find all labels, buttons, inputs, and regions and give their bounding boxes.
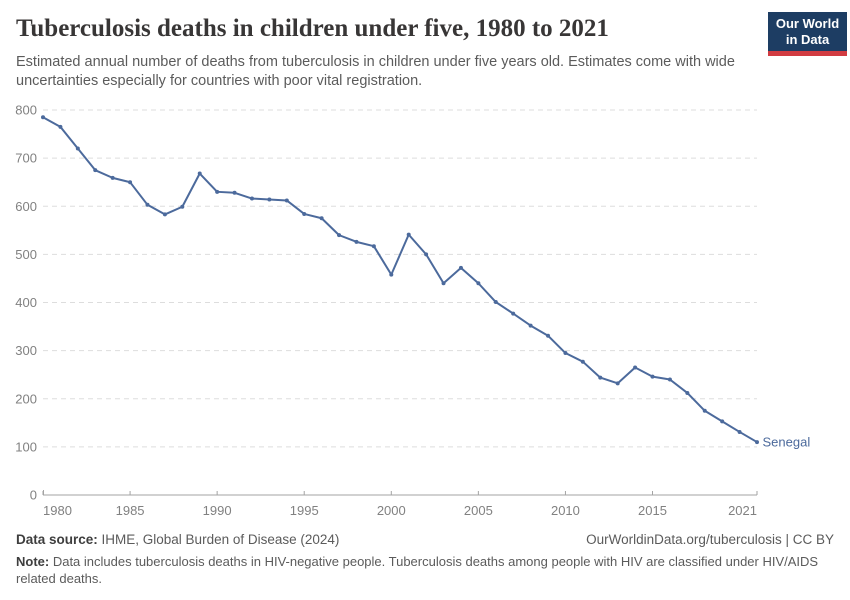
data-point: [720, 419, 725, 424]
data-point: [180, 204, 185, 209]
x-tick-label: 1995: [290, 503, 319, 518]
x-tick-label: 1985: [116, 503, 145, 518]
x-tick-label: 2005: [464, 503, 493, 518]
footer-note-label: Note:: [16, 554, 50, 569]
owid-logo-line1: Our World: [775, 16, 840, 31]
data-point: [511, 311, 516, 316]
data-point: [546, 333, 551, 338]
data-point: [755, 440, 759, 445]
data-point: [702, 408, 707, 413]
data-source-text: IHME, Global Burden of Disease (2024): [97, 532, 340, 547]
data-point: [337, 233, 342, 238]
data-point: [389, 272, 394, 277]
y-tick-label: 500: [15, 247, 37, 262]
data-point: [441, 281, 446, 286]
page-title: Tuberculosis deaths in children under fi…: [16, 15, 609, 42]
data-point: [528, 323, 533, 328]
data-point: [93, 168, 98, 173]
chart-subtitle: Estimated annual number of deaths from t…: [16, 54, 735, 89]
y-tick-label: 100: [15, 439, 37, 454]
y-tick-label: 600: [15, 199, 37, 214]
data-point: [354, 239, 359, 244]
data-point: [110, 175, 115, 180]
footer-row: Data source: IHME, Global Burden of Dise…: [16, 532, 834, 547]
data-point: [145, 202, 150, 207]
data-point: [476, 281, 481, 286]
data-point: [685, 390, 690, 395]
footer-note: Note: Data includes tuberculosis deaths …: [16, 553, 821, 587]
data-point: [215, 189, 220, 194]
data-point: [128, 180, 133, 185]
data-point: [58, 124, 63, 129]
x-tick-label: 1990: [203, 503, 232, 518]
data-point: [580, 359, 585, 364]
owid-logo-line2: in Data: [785, 32, 830, 47]
x-tick-label: 2000: [377, 503, 406, 518]
data-point: [737, 429, 742, 434]
data-point: [633, 365, 638, 370]
y-tick-label: 200: [15, 391, 37, 406]
y-tick-label: 0: [30, 488, 37, 503]
data-point: [284, 198, 289, 203]
data-point: [232, 190, 237, 195]
data-point: [424, 252, 429, 257]
data-point: [667, 377, 672, 382]
data-point: [371, 244, 376, 249]
owid-logo-text: Our World in Data: [768, 12, 847, 51]
entity-label: Senegal: [763, 435, 811, 450]
y-tick-label: 700: [15, 151, 37, 166]
data-point: [650, 374, 655, 379]
y-tick-label: 800: [15, 103, 37, 118]
data-point: [162, 212, 167, 217]
data-point: [406, 232, 411, 237]
data-point: [598, 375, 603, 380]
data-source: Data source: IHME, Global Burden of Dise…: [16, 532, 339, 547]
data-point: [302, 211, 307, 216]
data-point: [493, 300, 498, 305]
y-tick-label: 300: [15, 343, 37, 358]
footer-note-text: Data includes tuberculosis deaths in HIV…: [16, 554, 819, 586]
data-point: [458, 265, 463, 270]
data-point: [563, 351, 568, 356]
data-line: [42, 116, 758, 444]
data-point: [319, 216, 324, 221]
x-tick-label: 1980: [43, 503, 72, 518]
x-tick-label: 2015: [638, 503, 667, 518]
data-point: [75, 146, 80, 151]
data-point: [197, 171, 202, 176]
owid-logo-red-bar: [768, 51, 847, 56]
data-point: [249, 196, 254, 201]
owid-logo[interactable]: Our World in Data: [768, 12, 847, 56]
data-point: [41, 115, 45, 120]
y-tick-label: 400: [15, 295, 37, 310]
x-tick-label: 2010: [551, 503, 580, 518]
data-point: [615, 381, 620, 386]
data-point: [267, 197, 272, 202]
license-link[interactable]: OurWorldinData.org/tuberculosis | CC BY: [586, 532, 834, 547]
data-source-label: Data source:: [16, 532, 98, 547]
x-tick-label: 2021: [728, 503, 757, 518]
